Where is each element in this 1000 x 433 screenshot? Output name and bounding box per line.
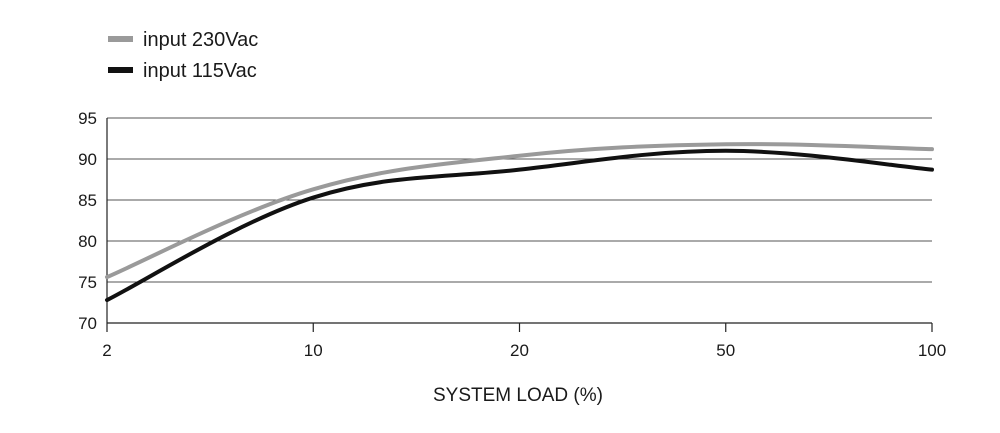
axes bbox=[106, 118, 933, 332]
legend-label-1: input 115Vac bbox=[143, 60, 257, 82]
x-tick-label-20: 20 bbox=[510, 341, 529, 360]
x-tick-label-100: 100 bbox=[918, 341, 946, 360]
y-tick-label-90: 90 bbox=[78, 150, 97, 169]
x-tick-label-50: 50 bbox=[716, 341, 735, 360]
x-tick-label-2: 2 bbox=[102, 341, 111, 360]
y-tick-label-95: 95 bbox=[78, 109, 97, 128]
series-line-230vac bbox=[105, 142, 934, 280]
axis-labels: 70 75 80 85 90 95 2 10 20 50 100 bbox=[78, 109, 946, 360]
legend: input 230Vac input 115Vac bbox=[108, 29, 258, 82]
y-tick-label-85: 85 bbox=[78, 191, 97, 210]
series-lines bbox=[105, 142, 934, 303]
x-tick-label-10: 10 bbox=[304, 341, 323, 360]
y-tick-label-70: 70 bbox=[78, 314, 97, 333]
gridlines bbox=[107, 117, 932, 283]
legend-label-0: input 230Vac bbox=[143, 29, 258, 51]
x-axis-title: SYSTEM LOAD (%) bbox=[433, 385, 603, 406]
y-tick-label-80: 80 bbox=[78, 232, 97, 251]
y-tick-label-75: 75 bbox=[78, 273, 97, 292]
series-line-115vac bbox=[105, 148, 934, 303]
